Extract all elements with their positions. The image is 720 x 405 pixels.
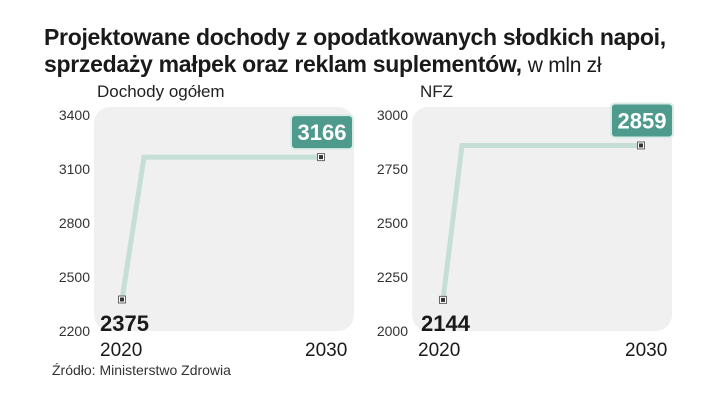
y-tick-label: 2750: [377, 161, 408, 177]
value-badge: [610, 102, 674, 139]
data-point-center: [441, 297, 445, 302]
chart-panel: [412, 107, 672, 331]
chart-title: Projektowane dochody z opodatkowanych sł…: [44, 24, 704, 79]
data-label-end: 3166: [298, 120, 347, 145]
data-point-center: [639, 143, 643, 148]
subchart-title: NFZ: [420, 82, 453, 101]
y-tick-label: 3000: [377, 107, 408, 123]
y-tick-label: 3400: [59, 107, 90, 123]
data-label-start: 2375: [100, 311, 149, 336]
value-badge: [290, 114, 354, 151]
chart-panel: [94, 107, 354, 331]
title-line2: sprzedaży małpek oraz reklam suplementów…: [44, 51, 522, 77]
y-tick-label: 3100: [59, 161, 90, 177]
title-unit: w mln zł: [527, 54, 602, 77]
subchart-title: Dochody ogółem: [97, 82, 225, 101]
y-tick-label: 2000: [377, 323, 408, 339]
y-tick-label: 2500: [59, 269, 90, 285]
y-tick-label: 2200: [59, 323, 90, 339]
series-line: [440, 142, 641, 301]
x-tick-label: 2020: [100, 340, 142, 361]
x-tick-label: 2030: [625, 340, 667, 361]
data-point-center: [319, 155, 323, 160]
series-line: [119, 154, 321, 300]
data-point-center: [120, 297, 124, 302]
source-note: Źródło: Ministerstwo Zdrowia: [52, 362, 231, 378]
y-tick-label: 2800: [59, 215, 90, 231]
data-label-end: 2859: [618, 108, 667, 133]
title-line1: Projektowane dochody z opodatkowanych sł…: [44, 24, 666, 50]
x-tick-label: 2020: [418, 340, 460, 361]
x-tick-label: 2030: [305, 340, 347, 361]
y-tick-label: 2250: [377, 269, 408, 285]
data-label-start: 2144: [421, 311, 471, 336]
y-tick-label: 2500: [377, 215, 408, 231]
